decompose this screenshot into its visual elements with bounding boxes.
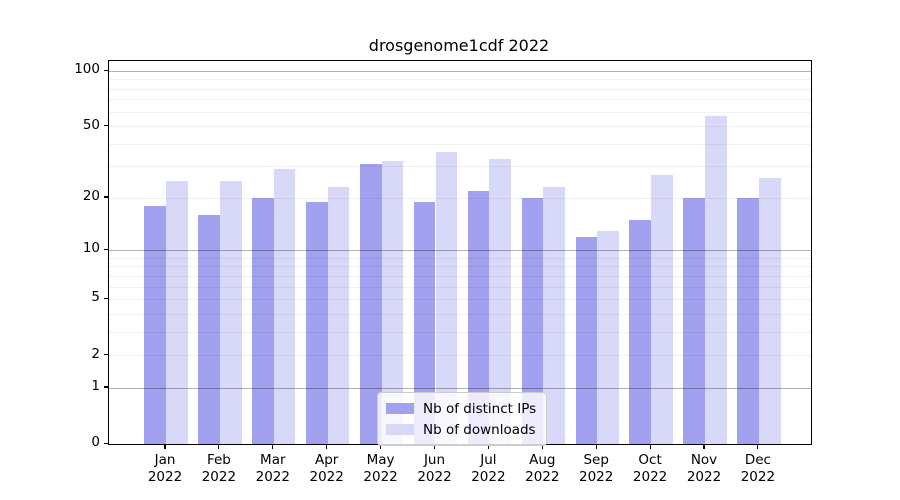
y-tick-mark: [103, 353, 108, 355]
gridline-20: [109, 197, 811, 199]
x-tick-mark: [272, 444, 274, 449]
y-tick-label: 0: [91, 434, 100, 451]
bar-downloads-may: [381, 161, 404, 444]
gridline-70: [109, 99, 811, 101]
x-tick-mark: [595, 444, 597, 449]
y-tick-mark: [103, 248, 108, 250]
bar-downloads-jun: [435, 152, 458, 444]
gridline-3: [109, 331, 811, 333]
bar-distinct-ips-jun: [413, 201, 436, 444]
legend: Nb of distinct IPs Nb of downloads: [377, 392, 548, 446]
y-tick-label: 5: [91, 289, 100, 306]
x-tick-label-jun: Jun 2022: [417, 452, 452, 485]
gridline-2: [109, 355, 811, 357]
gridline-90: [109, 79, 811, 81]
legend-item-distinct-ips: Nb of distinct IPs: [386, 398, 536, 419]
gridline-9: [109, 257, 811, 259]
bar-downloads-jul: [489, 159, 512, 444]
x-tick-label-dec: Dec 2022: [740, 452, 776, 485]
bar-distinct-ips-aug: [521, 197, 544, 444]
y-tick-label: 20: [82, 188, 100, 205]
gridline-1: [109, 387, 811, 389]
bar-downloads-nov: [705, 115, 727, 444]
bar-distinct-ips-may: [359, 163, 382, 444]
y-tick-mark: [103, 386, 108, 388]
gridline-4: [109, 313, 811, 315]
bar-downloads-feb: [219, 180, 242, 444]
y-tick-label: 100: [74, 61, 100, 78]
bar-distinct-ips-sep: [575, 236, 598, 444]
gridline-8: [109, 266, 811, 268]
x-tick-mark: [703, 444, 705, 449]
x-tick-mark: [649, 444, 651, 449]
gridline-7: [109, 275, 811, 277]
y-tick-mark: [103, 442, 108, 444]
bar-distinct-ips-jul: [467, 190, 490, 444]
x-tick-mark: [218, 444, 220, 449]
x-tick-mark: [757, 444, 759, 449]
bar-distinct-ips-nov: [683, 197, 705, 444]
x-tick-label-mar: Mar 2022: [255, 452, 290, 485]
gridline-10: [109, 250, 811, 252]
bar-distinct-ips-apr: [306, 201, 328, 444]
gridline-60: [109, 111, 811, 113]
bar-distinct-ips-jan: [144, 206, 166, 444]
bar-downloads-oct: [651, 174, 673, 444]
chart-title: drosgenome1cdf 2022: [368, 36, 550, 55]
x-tick-mark: [433, 444, 436, 449]
x-tick-label-apr: Apr 2022: [309, 452, 344, 485]
bar-downloads-aug: [543, 187, 565, 444]
x-tick-label-oct: Oct 2022: [632, 452, 668, 485]
y-tick-label: 1: [91, 378, 100, 395]
gridline-40: [109, 143, 811, 145]
x-tick-label-nov: Nov 2022: [686, 452, 722, 485]
x-tick-label-feb: Feb 2022: [201, 452, 237, 485]
x-tick-label-aug: Aug 2022: [525, 452, 560, 485]
bar-distinct-ips-oct: [629, 219, 652, 444]
y-tick-mark: [103, 297, 108, 299]
legend-label-distinct-ips: Nb of distinct IPs: [423, 400, 537, 417]
bar-downloads-sep: [597, 230, 619, 444]
x-tick-label-jul: Jul 2022: [471, 452, 506, 485]
x-tick-label-jan: Jan 2022: [147, 452, 183, 485]
legend-item-downloads: Nb of downloads: [386, 419, 536, 440]
x-tick-label-may: May 2022: [363, 452, 398, 485]
y-tick-mark: [103, 196, 108, 198]
bar-downloads-dec: [758, 177, 781, 444]
legend-swatch-distinct-ips-icon: [386, 403, 414, 414]
bar-downloads-mar: [273, 169, 296, 444]
gridline-6: [109, 286, 811, 288]
gridline-5: [109, 299, 811, 301]
bar-downloads-apr: [327, 187, 350, 444]
x-tick-mark: [164, 444, 166, 449]
gridline-80: [109, 88, 811, 90]
bar-distinct-ips-mar: [252, 197, 274, 444]
y-tick-label: 10: [82, 240, 100, 257]
legend-label-downloads: Nb of downloads: [423, 421, 536, 438]
legend-swatch-downloads-icon: [386, 424, 414, 435]
x-tick-label-sep: Sep 2022: [579, 452, 614, 485]
plot-area: [108, 60, 812, 445]
y-tick-mark: [103, 124, 108, 126]
x-tick-mark: [541, 444, 543, 449]
x-tick-mark: [380, 444, 382, 449]
x-tick-mark: [326, 444, 328, 449]
bar-distinct-ips-dec: [737, 197, 759, 444]
y-tick-label: 50: [82, 116, 100, 133]
x-tick-mark: [487, 444, 489, 449]
gridline-50: [109, 126, 811, 128]
bar-distinct-ips-feb: [198, 215, 220, 444]
bar-downloads-jan: [166, 180, 188, 444]
y-tick-label: 2: [91, 345, 100, 362]
gridline-30: [109, 166, 811, 168]
gridline-100: [109, 71, 811, 72]
y-tick-mark: [103, 69, 108, 71]
